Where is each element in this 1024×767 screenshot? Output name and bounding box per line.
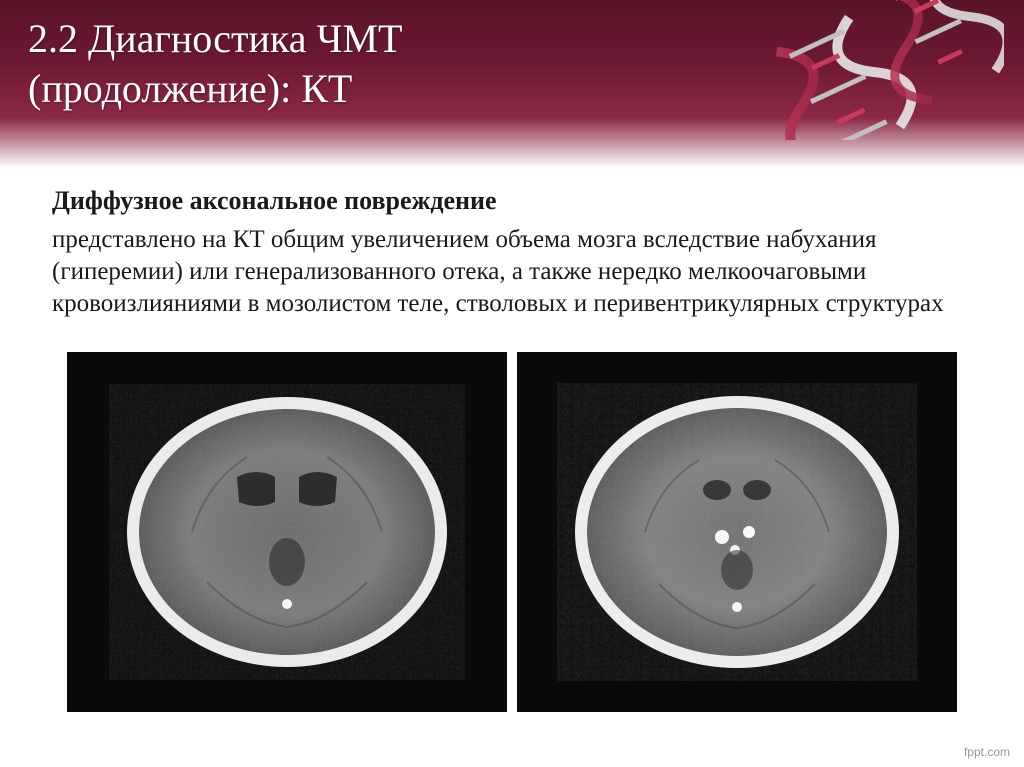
ct-scan-left — [67, 352, 507, 712]
brain-scan-svg-right — [557, 382, 917, 682]
dna-helix-icon — [754, 0, 1004, 140]
slide-header: 2.2 Диагностика ЧМТ (продолжение): КТ — [0, 0, 1024, 168]
content-subtitle: Диффузное аксональное повреждение — [52, 186, 972, 216]
slide-content: Диффузное аксональное повреждение предст… — [0, 168, 1024, 330]
content-body: представлено на КТ общим увеличением объ… — [52, 224, 972, 320]
ct-scan-right — [517, 352, 957, 712]
brain-scan-svg-left — [107, 382, 467, 682]
title-line-1: 2.2 Диагностика ЧМТ — [28, 16, 402, 61]
title-line-2: (продолжение): КТ — [28, 66, 352, 111]
ct-images-row — [0, 352, 1024, 712]
footer-attribution: fppt.com — [964, 745, 1010, 759]
